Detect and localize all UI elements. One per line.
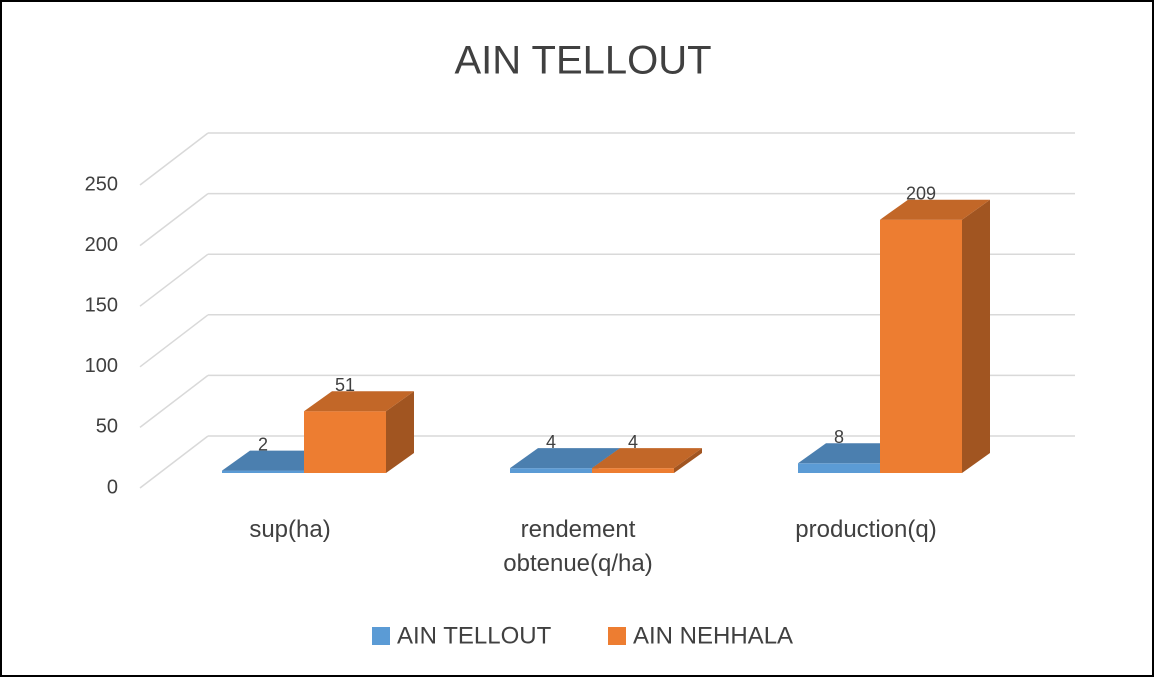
bar <box>798 463 880 473</box>
bar-top <box>880 199 990 220</box>
x-tick-label: sup(ha) <box>249 516 331 543</box>
x-tick-label: rendement obtenue(q/ha) <box>503 516 653 577</box>
grid-line-side <box>139 193 209 247</box>
y-tick-label: 0 <box>107 476 118 498</box>
x-tick-label: production(q) <box>795 516 937 543</box>
data-label: 51 <box>335 375 355 395</box>
grid-line-side <box>139 253 209 307</box>
bar <box>510 468 592 473</box>
bar-top <box>592 448 702 469</box>
legend-swatch <box>372 627 390 645</box>
legend-label: AIN NEHHALA <box>633 622 793 649</box>
legend-label: AIN TELLOUT <box>397 622 552 649</box>
y-tick-label: 200 <box>85 234 118 256</box>
bar-side <box>674 448 702 473</box>
grid-line-side <box>139 374 209 428</box>
bar-top <box>304 391 414 412</box>
bar <box>880 219 962 473</box>
y-tick-label: 100 <box>85 355 118 377</box>
bar <box>304 411 386 473</box>
bar <box>222 470 304 473</box>
grid-line-side <box>139 132 209 186</box>
data-label: 2 <box>258 434 268 454</box>
bar-side <box>386 391 414 473</box>
y-tick-label: 50 <box>96 416 118 438</box>
data-label: 4 <box>546 432 556 452</box>
data-label: 8 <box>834 427 844 447</box>
data-label: 4 <box>628 432 638 452</box>
bar-top <box>510 448 620 469</box>
legend-swatch <box>608 627 626 645</box>
y-tick-label: 250 <box>85 173 118 195</box>
bar-side <box>962 199 990 473</box>
y-tick-label: 150 <box>85 294 118 316</box>
grid-line-side <box>139 314 209 368</box>
data-label: 209 <box>906 183 936 203</box>
grid-line-side <box>139 435 209 489</box>
chart-title: AIN TELLOUT <box>454 39 711 83</box>
bar <box>592 468 674 473</box>
